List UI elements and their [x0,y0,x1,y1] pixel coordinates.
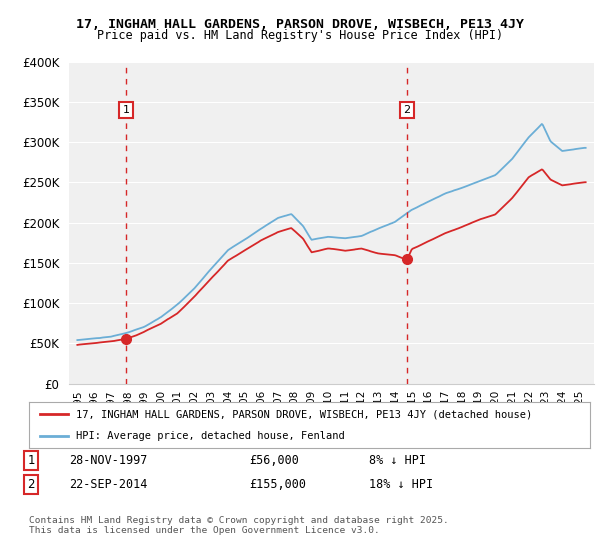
Text: 28-NOV-1997: 28-NOV-1997 [69,454,148,467]
Text: Price paid vs. HM Land Registry's House Price Index (HPI): Price paid vs. HM Land Registry's House … [97,29,503,42]
Text: 1: 1 [28,454,35,467]
Text: Contains HM Land Registry data © Crown copyright and database right 2025.
This d: Contains HM Land Registry data © Crown c… [29,516,449,535]
Text: £56,000: £56,000 [249,454,299,467]
Text: 2: 2 [404,105,410,115]
Text: 1: 1 [122,105,130,115]
Text: 22-SEP-2014: 22-SEP-2014 [69,478,148,491]
Text: 8% ↓ HPI: 8% ↓ HPI [369,454,426,467]
Text: 18% ↓ HPI: 18% ↓ HPI [369,478,433,491]
Text: HPI: Average price, detached house, Fenland: HPI: Average price, detached house, Fenl… [76,431,345,441]
Text: 2: 2 [28,478,35,491]
Text: 17, INGHAM HALL GARDENS, PARSON DROVE, WISBECH, PE13 4JY (detached house): 17, INGHAM HALL GARDENS, PARSON DROVE, W… [76,409,533,419]
Text: £155,000: £155,000 [249,478,306,491]
Text: 17, INGHAM HALL GARDENS, PARSON DROVE, WISBECH, PE13 4JY: 17, INGHAM HALL GARDENS, PARSON DROVE, W… [76,18,524,31]
